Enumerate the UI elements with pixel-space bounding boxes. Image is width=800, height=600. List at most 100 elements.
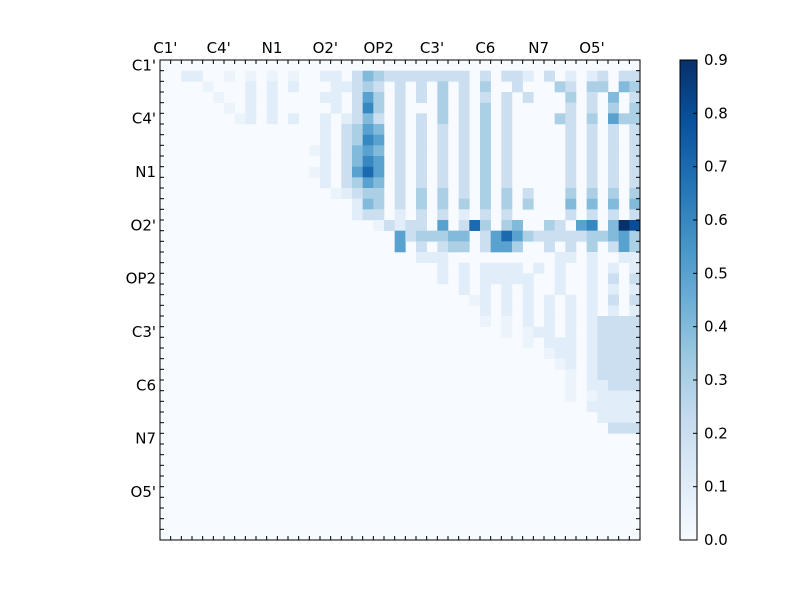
heatmap-cell xyxy=(490,273,502,285)
x-tick-label: C3' xyxy=(420,39,444,57)
heatmap-cell xyxy=(586,209,598,221)
colorbar-tick-label: 0.1 xyxy=(704,478,728,496)
heatmap-cell xyxy=(394,230,406,242)
heatmap-cell xyxy=(629,380,641,391)
heatmap-cell xyxy=(608,326,619,338)
heatmap-cell xyxy=(608,369,619,381)
heatmap-cell xyxy=(522,337,534,349)
heatmap-cell xyxy=(352,113,363,125)
heatmap-cell xyxy=(384,70,395,82)
heatmap-cell xyxy=(618,412,630,423)
heatmap-cell xyxy=(586,102,598,114)
heatmap-cell xyxy=(352,145,363,157)
heatmap-cell xyxy=(192,70,203,82)
heatmap-cell xyxy=(320,113,331,125)
heatmap-cell xyxy=(373,188,385,199)
heatmap-cell xyxy=(608,220,619,231)
heatmap-cell xyxy=(629,70,641,82)
heatmap-cell xyxy=(426,230,438,242)
heatmap-cell xyxy=(341,113,353,125)
heatmap-cell xyxy=(458,273,470,285)
heatmap-cell xyxy=(565,102,577,114)
x-tick-label: O5' xyxy=(579,39,604,57)
heatmap-cell xyxy=(480,145,491,157)
heatmap-cell xyxy=(629,188,641,199)
heatmap-cell xyxy=(565,156,577,167)
heatmap-cell xyxy=(565,166,577,178)
heatmap-cell xyxy=(352,124,363,135)
heatmap-cell xyxy=(629,124,641,135)
heatmap-cell xyxy=(554,337,566,349)
heatmap-cell xyxy=(480,70,491,82)
heatmap-cell xyxy=(586,70,598,82)
heatmap-cell xyxy=(480,273,491,285)
heatmap-cell xyxy=(533,262,545,274)
heatmap-cell xyxy=(565,316,577,327)
heatmap-cell xyxy=(490,262,502,274)
heatmap-cell xyxy=(586,220,598,231)
heatmap-cell xyxy=(437,92,449,103)
heatmap-cell xyxy=(341,156,353,167)
x-tick-label: O2' xyxy=(313,39,338,57)
heatmap-cell xyxy=(458,145,470,157)
heatmap-cell xyxy=(629,198,641,210)
heatmap-cell xyxy=(554,81,566,93)
heatmap-cell xyxy=(608,156,619,167)
heatmap-cell xyxy=(394,198,406,210)
heatmap-cell xyxy=(608,422,619,434)
heatmap-cell xyxy=(362,92,374,103)
heatmap-cell xyxy=(362,166,374,178)
heatmap-cell xyxy=(373,166,385,178)
heatmap-cell xyxy=(608,102,619,114)
heatmap-cell xyxy=(618,358,630,370)
x-tick-label: N7 xyxy=(528,39,549,57)
heatmap-cell xyxy=(330,92,342,103)
heatmap-cell xyxy=(373,81,385,93)
heatmap-cell xyxy=(597,390,609,402)
heatmap-cell xyxy=(608,412,619,423)
heatmap-cell xyxy=(437,166,449,178)
heatmap-cell xyxy=(554,284,566,295)
heatmap-cell xyxy=(437,177,449,189)
heatmap-cell xyxy=(565,92,577,103)
heatmap-cell xyxy=(522,326,534,338)
heatmap-cell xyxy=(608,284,619,295)
colorbar xyxy=(679,59,698,541)
heatmap-cell xyxy=(533,326,545,338)
heatmap-cell xyxy=(405,230,417,242)
heatmap-cell xyxy=(618,252,630,263)
x-tick-label: C1' xyxy=(153,39,177,57)
heatmap-cell xyxy=(394,134,406,146)
heatmap-cell xyxy=(394,92,406,103)
heatmap-cell xyxy=(416,134,427,146)
heatmap-cell xyxy=(437,156,449,167)
heatmap-cell xyxy=(245,70,257,82)
colorbar-tick-label: 0.9 xyxy=(704,51,728,69)
x-tick-label: C6 xyxy=(475,39,495,57)
heatmap-cell xyxy=(437,188,449,199)
heatmap-cell xyxy=(544,241,555,253)
heatmap-cell xyxy=(608,294,619,306)
heatmap-cell xyxy=(629,337,641,349)
heatmap-cell xyxy=(565,209,577,221)
heatmap-cell xyxy=(618,380,630,391)
heatmap-cell xyxy=(565,348,577,359)
heatmap-cell xyxy=(629,326,641,338)
heatmap-cell xyxy=(608,305,619,317)
heatmap-cell xyxy=(608,134,619,146)
heatmap-cell xyxy=(480,92,491,103)
heatmap-cell xyxy=(458,81,470,93)
heatmap-cell xyxy=(352,188,363,199)
heatmap-cell xyxy=(608,209,619,221)
heatmap-cell xyxy=(394,113,406,125)
heatmap-cell xyxy=(586,348,598,359)
heatmap-cell xyxy=(629,166,641,178)
heatmap-cell xyxy=(618,316,630,327)
heatmap-cell xyxy=(341,134,353,146)
heatmap-cell xyxy=(608,401,619,413)
heatmap-cell xyxy=(320,92,331,103)
y-tick-label: C4' xyxy=(132,110,156,128)
heatmap-cell xyxy=(629,273,641,285)
heatmap-cell xyxy=(544,70,555,82)
